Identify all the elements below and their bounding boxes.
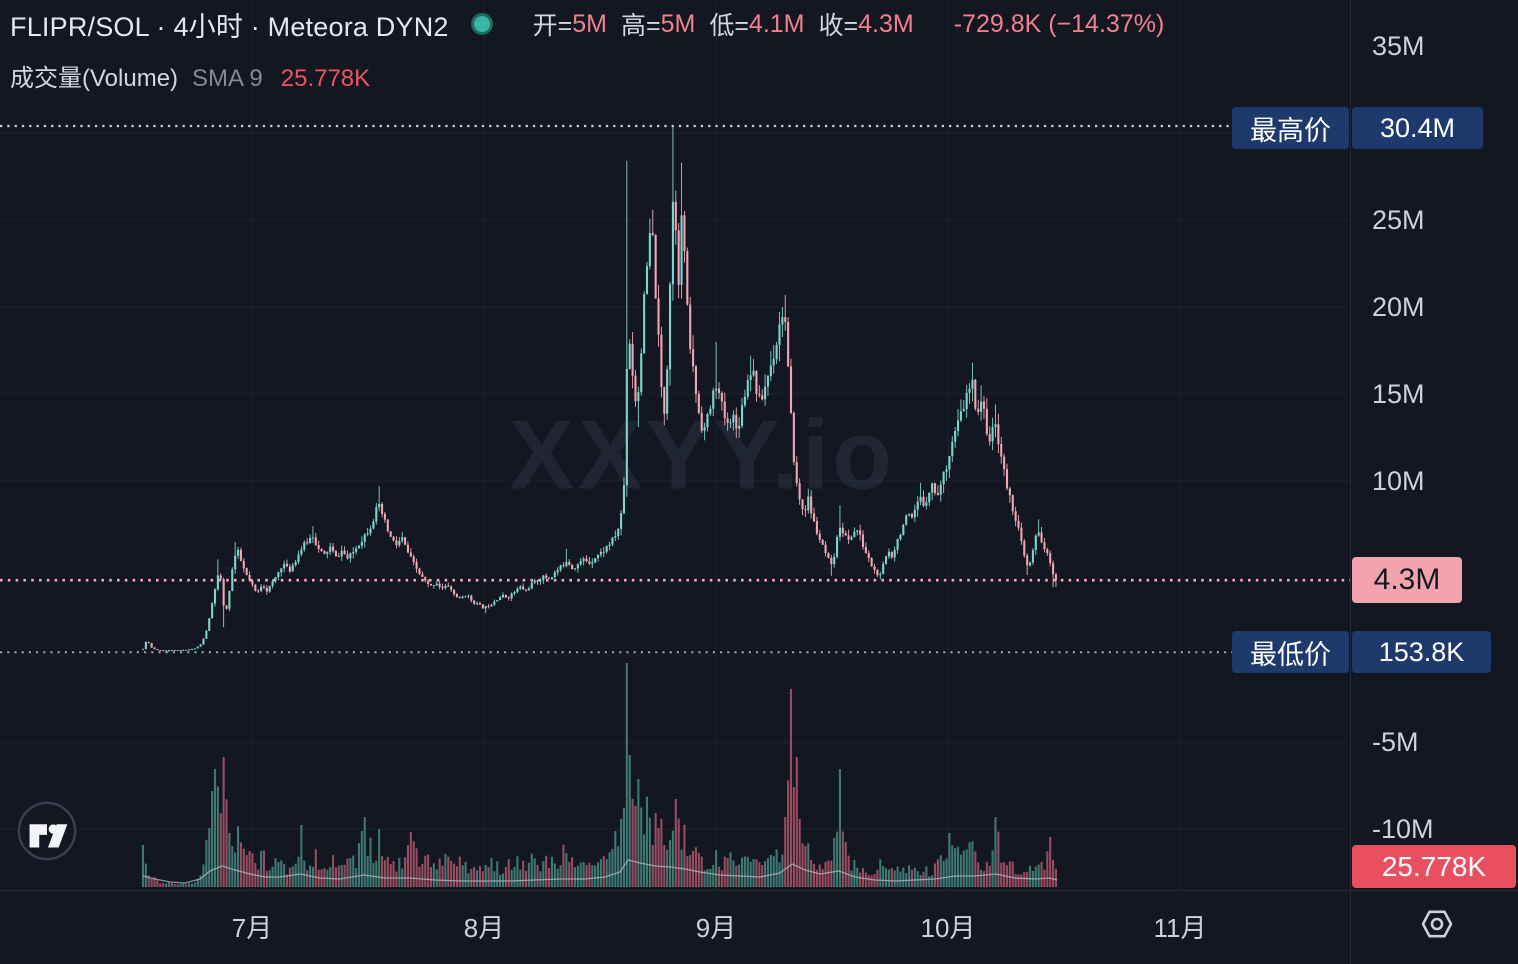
volume-indicator-label[interactable]: 成交量(Volume) [10, 65, 179, 92]
price-axis-tick: -5M [1372, 727, 1419, 757]
lowest-price-value-badge: 153.8K [1352, 631, 1491, 673]
ohlc-value: 4.3M [858, 9, 914, 38]
price-axis-tick: 25M [1372, 205, 1425, 235]
settings-gear-icon[interactable] [1420, 908, 1454, 940]
ohlc-values: 开= 5M 高= 5M 低= 4.1M 收= 4.3M [519, 6, 914, 42]
price-axis-tick: -10M [1372, 814, 1434, 844]
sma-param-label: SMA 9 [192, 65, 263, 92]
price-axis-tick: 15M [1372, 379, 1425, 409]
ohlc-label: 高= [620, 12, 661, 40]
ohlc-label: 低= [709, 12, 749, 40]
highest-price-label-badge: 最高价 [1232, 107, 1349, 149]
lowest-price-label-badge: 最低价 [1232, 631, 1349, 673]
time-axis-label: 10月 [920, 913, 976, 943]
ohlc-label: 收= [818, 12, 859, 40]
current-price-badge: 4.3M [1352, 557, 1462, 603]
ohlc-label: 开= [532, 12, 573, 40]
ohlc-value: 4.1M [748, 9, 805, 38]
ohlc-value: 5M [660, 9, 696, 38]
indicator-row: 成交量(Volume) SMA 9 25.778K [10, 58, 370, 93]
highest-price-value-badge: 30.4M [1352, 107, 1483, 149]
price-axis-tick: 20M [1372, 292, 1425, 322]
change-text: -729.8K (−14.37%) [953, 9, 1165, 38]
ohlc-value: 5M [572, 9, 607, 38]
symbol-title[interactable]: FLIPR/SOL · 4小时 · Meteora DYN2 [10, 11, 449, 42]
time-axis-label: 9月 [695, 913, 737, 943]
time-axis-label: 11月 [1153, 913, 1207, 943]
time-axis-separator [0, 890, 1518, 891]
chart-header: FLIPR/SOL · 4小时 · Meteora DYN2 开= 5M 高= 5M 低… [10, 6, 1164, 42]
time-axis-label: 8月 [463, 913, 505, 943]
price-axis-tick: 10M [1372, 466, 1425, 496]
time-axis-label: 7月 [231, 913, 273, 943]
price-axis-separator [1350, 0, 1351, 964]
volume-sma-value-badge: 25.778K [1352, 845, 1516, 888]
price-axis-tick: 35M [1372, 31, 1425, 61]
tradingview-logo[interactable] [16, 800, 78, 862]
sma-current-value: 25.778K [280, 65, 371, 92]
status-dot-icon [470, 13, 493, 35]
